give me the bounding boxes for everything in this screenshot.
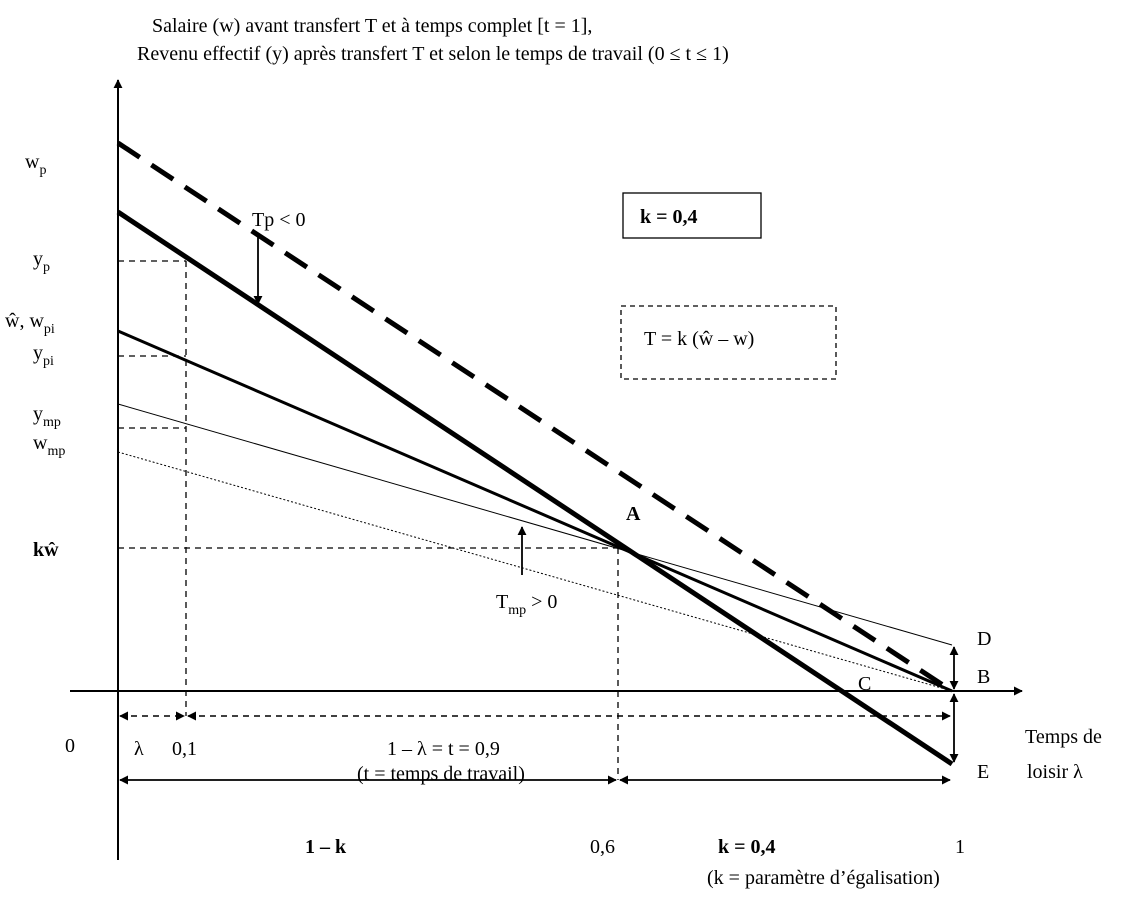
tick-0-1: 0,1 [172,738,197,760]
point-c: C [858,673,871,695]
line-wmp-dotted [117,451,953,692]
point-e: E [977,761,989,783]
point-d: D [977,628,991,650]
line-what-wpi [117,329,953,693]
label-what-wpi: ŵ, wpi [5,310,55,337]
label-kw: kŵ [33,539,59,561]
point-b: B [977,666,990,688]
label-k-eq: k = 0,4 [718,836,776,858]
header-line-2: Revenu effectif (y) après transfert T et… [137,43,729,65]
tick-1: 1 [955,836,965,858]
label-lambda: λ [134,738,144,760]
label-wmp: wmp [33,432,65,459]
label-tmp: Tmp > 0 [496,591,557,618]
line-wp-dashed [116,140,954,694]
label-tp: Tp < 0 [252,209,306,231]
x-axis-title-2: loisir λ [1027,761,1083,783]
label-ypi: ypi [33,342,54,369]
label-yp: yp [33,248,50,275]
k-value-text: k = 0,4 [640,206,698,228]
tick-0-6: 0,6 [590,836,615,858]
label-one-minus-lambda: 1 – λ = t = 0,9 [387,738,500,760]
label-one-minus-k: 1 – k [305,836,347,858]
label-wp: wp [25,151,46,178]
header-line-1: Salaire (w) avant transfert T et à temps… [152,15,592,37]
line-yp-thick [116,209,954,767]
x-axis-title-1: Temps de [1025,726,1102,748]
label-t-definition: (t = temps de travail) [357,763,525,785]
line-ymp-thin [117,403,953,646]
transfer-formula-text: T = k (ŵ – w) [644,328,754,350]
label-k-definition: (k = paramètre d’égalisation) [707,867,940,889]
label-origin: 0 [65,735,75,757]
label-ymp: ymp [33,403,61,430]
point-a: A [626,503,641,525]
k-value-box [622,192,762,239]
